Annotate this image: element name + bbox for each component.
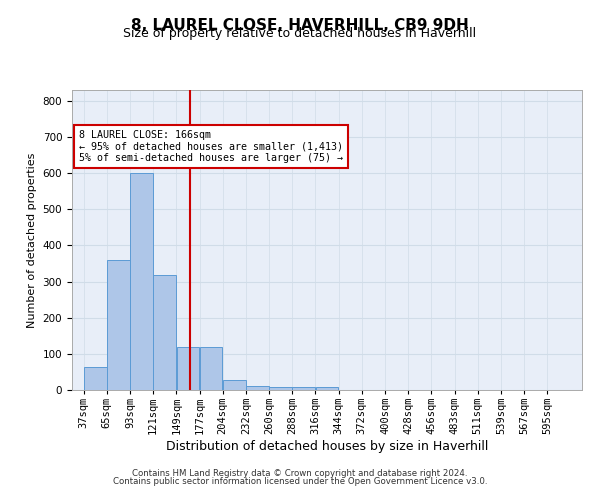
Text: Contains HM Land Registry data © Crown copyright and database right 2024.: Contains HM Land Registry data © Crown c…	[132, 468, 468, 477]
Text: 8 LAUREL CLOSE: 166sqm
← 95% of detached houses are smaller (1,413)
5% of semi-d: 8 LAUREL CLOSE: 166sqm ← 95% of detached…	[79, 130, 343, 163]
X-axis label: Distribution of detached houses by size in Haverhill: Distribution of detached houses by size …	[166, 440, 488, 453]
Bar	[246, 386, 269, 390]
Bar	[176, 346, 199, 390]
Bar	[84, 366, 107, 390]
Bar	[200, 346, 223, 390]
Bar	[292, 388, 315, 390]
Bar	[107, 260, 130, 390]
Bar	[223, 380, 245, 390]
Bar	[269, 387, 292, 390]
Text: 8, LAUREL CLOSE, HAVERHILL, CB9 9DH: 8, LAUREL CLOSE, HAVERHILL, CB9 9DH	[131, 18, 469, 32]
Text: Size of property relative to detached houses in Haverhill: Size of property relative to detached ho…	[124, 28, 476, 40]
Bar	[130, 173, 153, 390]
Bar	[154, 275, 176, 390]
Y-axis label: Number of detached properties: Number of detached properties	[27, 152, 37, 328]
Bar	[316, 388, 338, 390]
Text: Contains public sector information licensed under the Open Government Licence v3: Contains public sector information licen…	[113, 477, 487, 486]
